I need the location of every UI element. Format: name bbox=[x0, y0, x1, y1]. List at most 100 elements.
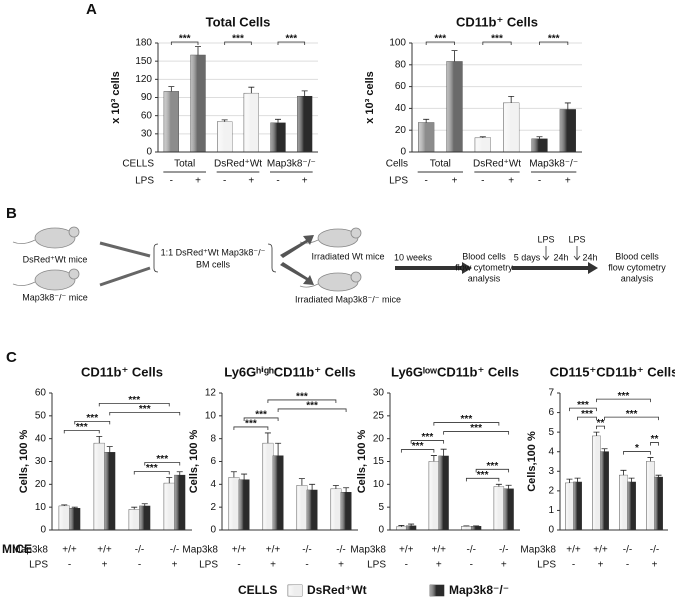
diagram-label: BM cells bbox=[196, 259, 231, 269]
error-bar bbox=[230, 471, 237, 478]
category-label: - bbox=[424, 176, 427, 187]
bar-shade bbox=[228, 477, 239, 530]
mouse-icon bbox=[299, 227, 362, 248]
row-label: Map3k8 bbox=[182, 545, 218, 556]
y-tick-label: 90 bbox=[141, 92, 153, 103]
y-tick-label: 15 bbox=[373, 456, 385, 467]
diagram-label: flow cytometry bbox=[455, 262, 513, 272]
category-label: -/- bbox=[302, 545, 311, 556]
y-tick-label: 4 bbox=[210, 479, 216, 490]
error-bar bbox=[430, 455, 437, 462]
category-label: + bbox=[172, 560, 178, 571]
category-label: -/- bbox=[499, 545, 508, 556]
category-label: +/+ bbox=[97, 545, 112, 556]
significance-label: *** bbox=[86, 413, 98, 424]
y-tick-label: 30 bbox=[373, 388, 385, 399]
row-label: LPS bbox=[367, 560, 386, 571]
error-bar bbox=[495, 483, 502, 487]
significance-bracket bbox=[623, 451, 651, 455]
category-label: - bbox=[305, 560, 308, 571]
significance-bracket bbox=[596, 425, 605, 430]
bar-shade bbox=[429, 461, 439, 530]
significance-label: *** bbox=[179, 34, 191, 45]
y-tick-label: 10 bbox=[205, 410, 217, 421]
y-tick-label: 50 bbox=[35, 410, 47, 421]
diagram-label: Blood cells bbox=[615, 251, 659, 261]
significance-label: *** bbox=[146, 463, 158, 474]
y-tick-label: 30 bbox=[35, 456, 47, 467]
significance-label: *** bbox=[491, 34, 503, 45]
error-bar bbox=[106, 446, 113, 453]
error-bar bbox=[298, 478, 305, 486]
panel-letter: B bbox=[6, 205, 17, 222]
y-tick-label: 30 bbox=[141, 128, 153, 139]
bar-shade bbox=[296, 485, 307, 530]
y-tick-label: 20 bbox=[35, 479, 47, 490]
diagram-label: analysis bbox=[468, 273, 501, 283]
error-bar bbox=[620, 469, 627, 476]
category-label: + bbox=[436, 560, 442, 571]
category-label: + bbox=[302, 176, 308, 187]
significance-label: *** bbox=[232, 34, 244, 45]
row-label: LPS bbox=[199, 560, 218, 571]
diagram-label: DsRed⁺Wt mice bbox=[23, 254, 88, 264]
row-title: MICE bbox=[2, 542, 32, 556]
significance-label: *** bbox=[626, 409, 638, 420]
category-label: - bbox=[170, 176, 173, 187]
bar-shade bbox=[503, 488, 514, 530]
category-label: +/+ bbox=[399, 545, 414, 556]
arrow bbox=[280, 235, 314, 258]
category-label: DsRed⁺Wt bbox=[473, 159, 521, 170]
bar-shade bbox=[461, 526, 472, 530]
significance-label: *** bbox=[422, 432, 434, 443]
significance-bracket bbox=[109, 411, 181, 416]
diagram-label: 5 days bbox=[514, 252, 541, 262]
bar-shade bbox=[262, 443, 273, 530]
significance-label: *** bbox=[139, 404, 151, 415]
y-axis-label: Cells, 100 % bbox=[188, 429, 200, 493]
y-tick-label: 20 bbox=[395, 125, 407, 136]
bar-shade bbox=[104, 452, 115, 530]
category-label: +/+ bbox=[593, 545, 608, 556]
y-tick-label: 40 bbox=[35, 433, 47, 444]
error-bar bbox=[275, 118, 281, 123]
error-bar bbox=[166, 477, 173, 484]
significance-label: *** bbox=[618, 391, 630, 402]
lps-arrow bbox=[542, 246, 581, 261]
y-tick-label: 12 bbox=[205, 388, 217, 399]
y-tick-label: 0 bbox=[146, 147, 152, 158]
diagram-label: LPS bbox=[537, 234, 554, 244]
significance-bracket bbox=[539, 41, 569, 45]
significance-bracket bbox=[277, 408, 347, 412]
category-label: - bbox=[538, 176, 541, 187]
significance-bracket bbox=[133, 471, 170, 475]
significance-bracket bbox=[400, 449, 435, 453]
significance-label: *** bbox=[245, 419, 257, 430]
category-label: - bbox=[405, 560, 408, 571]
error-bar bbox=[275, 442, 282, 456]
significance-bracket bbox=[475, 468, 510, 473]
category-label: - bbox=[470, 560, 473, 571]
diagram-label: analysis bbox=[621, 273, 654, 283]
mouse-icon bbox=[12, 226, 80, 249]
bar-shade bbox=[307, 490, 318, 530]
y-tick-label: 60 bbox=[35, 388, 47, 399]
category-label: + bbox=[338, 560, 344, 571]
y-tick-label: 80 bbox=[395, 59, 407, 70]
bar-shade bbox=[560, 109, 576, 152]
error-bar bbox=[141, 503, 148, 507]
category-label: + bbox=[102, 560, 108, 571]
bar-shade bbox=[217, 121, 232, 152]
category-label: -/- bbox=[336, 545, 345, 556]
error-bar bbox=[398, 525, 405, 527]
bracket bbox=[153, 243, 159, 273]
significance-bracket bbox=[267, 399, 337, 403]
category-label: +/+ bbox=[432, 545, 447, 556]
chart-title: Total Cells bbox=[206, 14, 271, 29]
error-bar bbox=[628, 477, 635, 483]
bar-shade bbox=[139, 506, 150, 530]
y-tick-label: 60 bbox=[141, 110, 153, 121]
legend-label: Map3k8⁻/⁻ bbox=[449, 583, 509, 597]
significance-bracket bbox=[443, 431, 510, 435]
